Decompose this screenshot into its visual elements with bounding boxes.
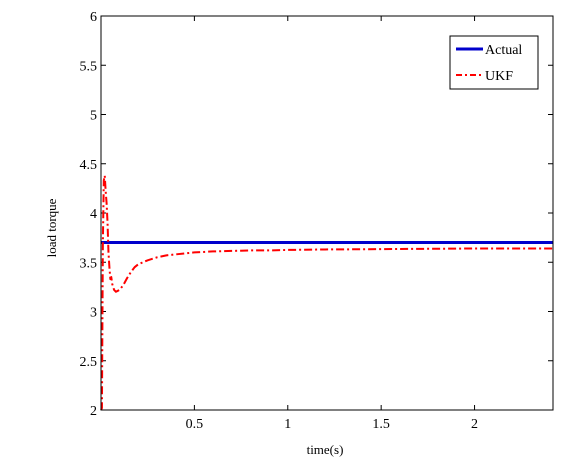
series-layer	[100, 174, 553, 411]
legend-label-ukf: UKF	[485, 69, 513, 84]
y-tick-label-0: 2	[90, 404, 97, 419]
x-tick-label-2: 1.5	[372, 417, 390, 432]
y-tick-label-1: 2.5	[80, 355, 98, 370]
y-tick-label-6: 5	[90, 109, 97, 124]
plot-frame	[100, 15, 554, 411]
y-tick-label-2: 3	[90, 306, 97, 321]
series-line-ukf	[100, 174, 553, 411]
legend: Actual UKF	[449, 35, 539, 90]
y-tick-label-4: 4	[90, 207, 97, 222]
y-axis-label: load torque	[44, 198, 59, 257]
x-tick-label-0: 0.5	[186, 417, 204, 432]
y-tick-label-7: 5.5	[80, 59, 98, 74]
legend-box	[449, 35, 539, 90]
x-axis-label: time(s)	[307, 442, 344, 457]
x-tick-label-1: 1	[284, 417, 291, 432]
y-tick-label-8: 6	[90, 10, 97, 25]
x-tick-label-3: 2	[471, 417, 478, 432]
y-tick-label-3: 3.5	[80, 256, 98, 271]
legend-label-actual: Actual	[485, 43, 522, 58]
y-tick-label-5: 4.5	[80, 158, 98, 173]
